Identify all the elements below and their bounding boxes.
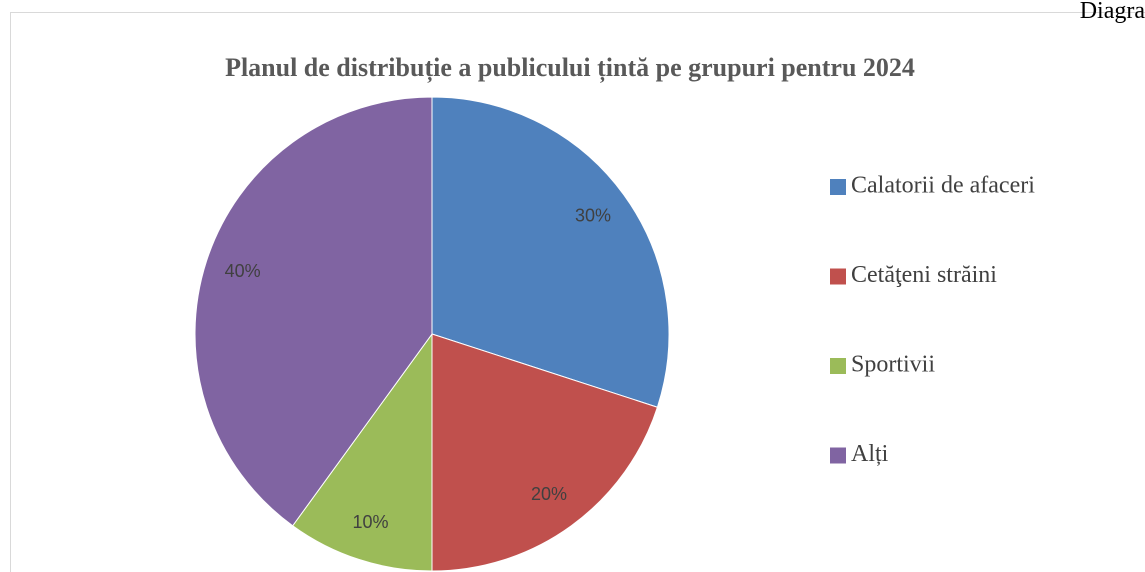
pie-slice [431,96,670,408]
legend-swatch [830,447,846,464]
data-label: 30% [575,206,611,226]
data-label: 10% [352,512,388,532]
legend-label: Sportivii [851,352,935,378]
legend-label: Alți [851,441,889,467]
data-label: 20% [531,484,567,504]
chart-title: Planul de distribuție a publicului țintă… [225,53,915,83]
legend-label: Calatorii de afaceri [851,173,1035,199]
data-label: 40% [225,261,261,281]
pie-slice [194,96,433,527]
legend-label: Cetăţeni străini [851,262,997,288]
legend-swatch [830,179,846,195]
corner-text: Diagra [1080,0,1145,24]
pie-slice [431,333,659,572]
pie-slice [291,332,433,572]
legend-swatch [830,358,846,374]
legend-swatch [830,268,846,285]
